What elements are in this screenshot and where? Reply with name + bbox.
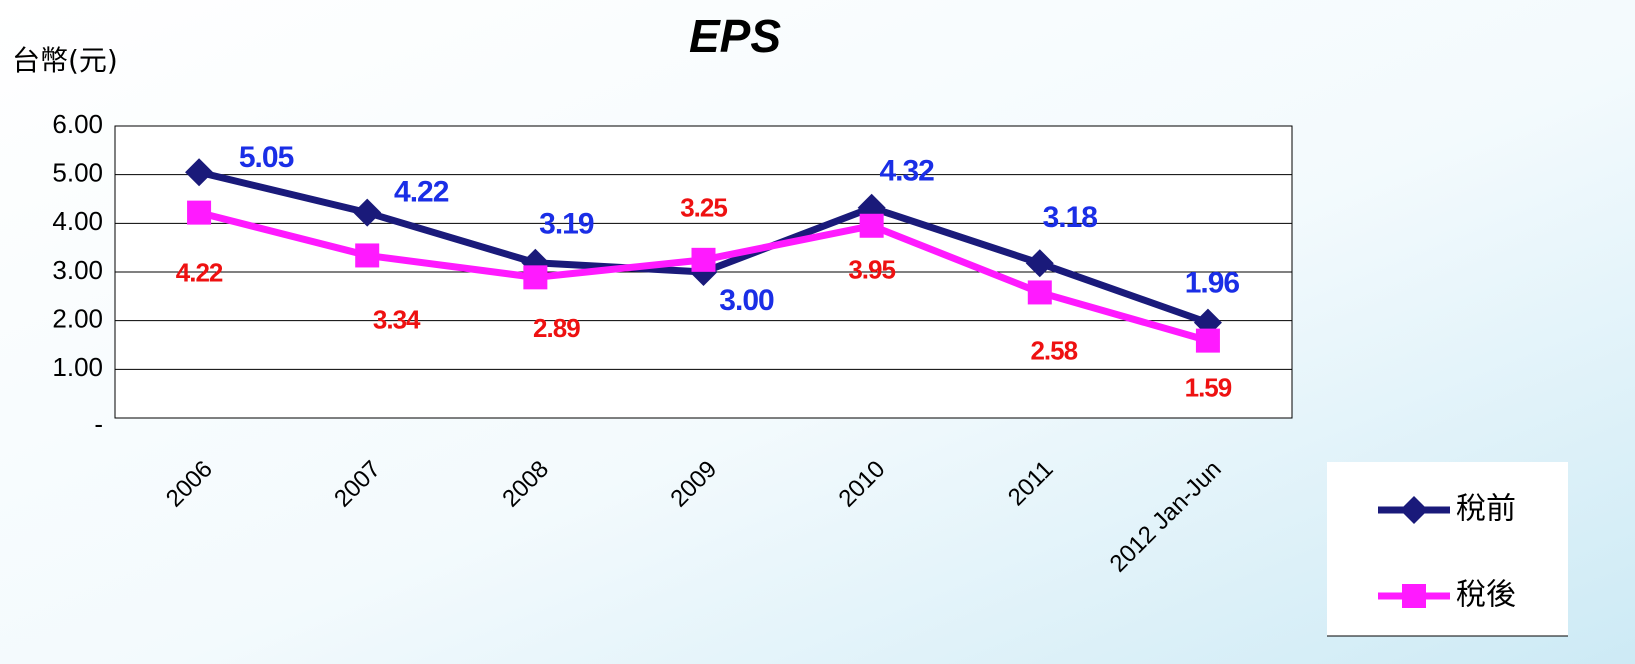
data-label: 2.89 [533,313,580,343]
data-label: 4.22 [176,258,223,288]
marker-square [1195,328,1220,353]
data-label: 3.18 [1043,201,1098,234]
data-label: 1.59 [1185,372,1232,402]
y-tick-label: 4.00 [52,206,103,236]
y-tick-label: 3.00 [52,255,103,285]
y-tick-label: 6.00 [52,109,103,139]
legend [1327,462,1568,636]
y-tick-label: 2.00 [52,304,103,334]
marker-square [523,265,548,290]
y-tick-label: 1.00 [52,352,103,382]
marker-square [355,243,380,268]
legend-marker [1402,584,1426,608]
data-label: 3.00 [719,284,774,317]
y-axis-label: 台幣(元) [12,44,118,77]
data-label: 3.95 [848,255,895,285]
y-tick-label: - [94,409,103,439]
data-label: 2.58 [1030,335,1077,365]
marker-square [1027,280,1052,305]
marker-square [859,213,884,238]
marker-diamond [353,198,382,227]
data-label: 1.96 [1185,267,1240,300]
data-label: 4.22 [394,176,449,209]
marker-square [187,200,212,225]
marker-diamond [185,158,214,187]
legend-label: 稅前 [1456,492,1516,527]
data-label: 3.34 [373,304,421,334]
legend-label: 稅後 [1456,578,1516,613]
y-tick-label: 5.00 [52,158,103,188]
marker-square [691,247,716,272]
data-label: 4.32 [879,155,934,188]
chart-title: EPS [689,10,781,62]
data-label: 3.25 [680,193,727,223]
data-label: 3.19 [539,208,594,241]
legend-marker [1400,496,1428,524]
marker-diamond [1025,249,1054,278]
data-label: 5.05 [239,141,294,174]
